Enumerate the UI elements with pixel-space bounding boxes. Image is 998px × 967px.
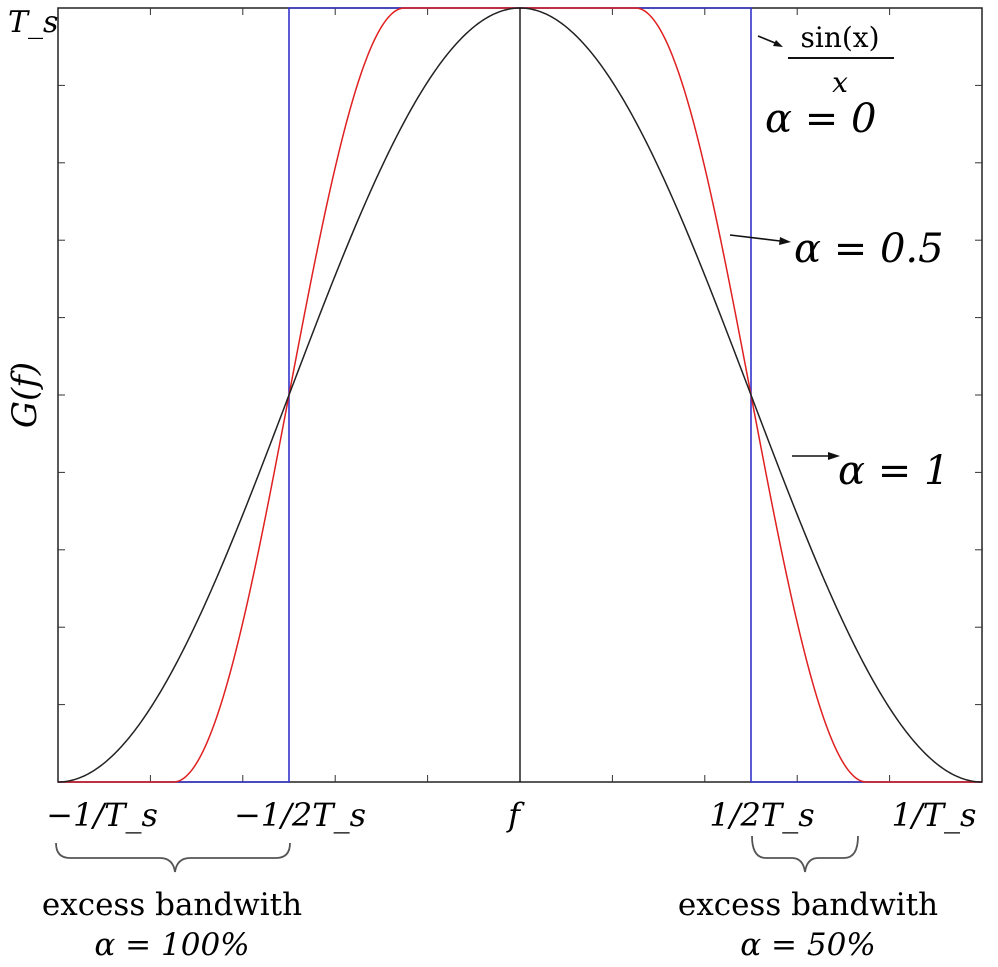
excess-right-text: excess bandwith — [678, 887, 938, 923]
alpha1-label: α = 1 — [838, 448, 949, 494]
alpha05-arrowhead — [779, 237, 791, 245]
x-tick-label-1: 1/T_s — [892, 796, 977, 834]
x-tick-label-half: 1/2T_s — [709, 796, 814, 834]
excess-left-value: α = 100% — [94, 927, 249, 963]
x-tick-label-f: f — [506, 796, 525, 834]
sinc-numerator: sin(x) — [801, 21, 880, 54]
brace-right — [751, 835, 859, 873]
sinc-arrowhead — [773, 40, 783, 47]
excess-left-text: excess bandwith — [42, 887, 302, 923]
brace-left — [55, 842, 291, 873]
alpha05-arrow — [729, 234, 781, 242]
x-tick-label-neghalf: −1/2T_s — [234, 796, 366, 834]
y-top-tick-label: T_s — [8, 5, 58, 40]
sinc-denominator: x — [832, 66, 848, 99]
alpha05-label: α = 0.5 — [794, 226, 944, 272]
x-tick-label-neg1: −1/T_s — [46, 796, 158, 834]
excess-right-value: α = 50% — [740, 927, 876, 963]
alpha1-arrowhead — [828, 452, 840, 460]
alpha0-label: α = 0 — [765, 96, 876, 142]
y-axis-label: G(f) — [5, 362, 45, 428]
